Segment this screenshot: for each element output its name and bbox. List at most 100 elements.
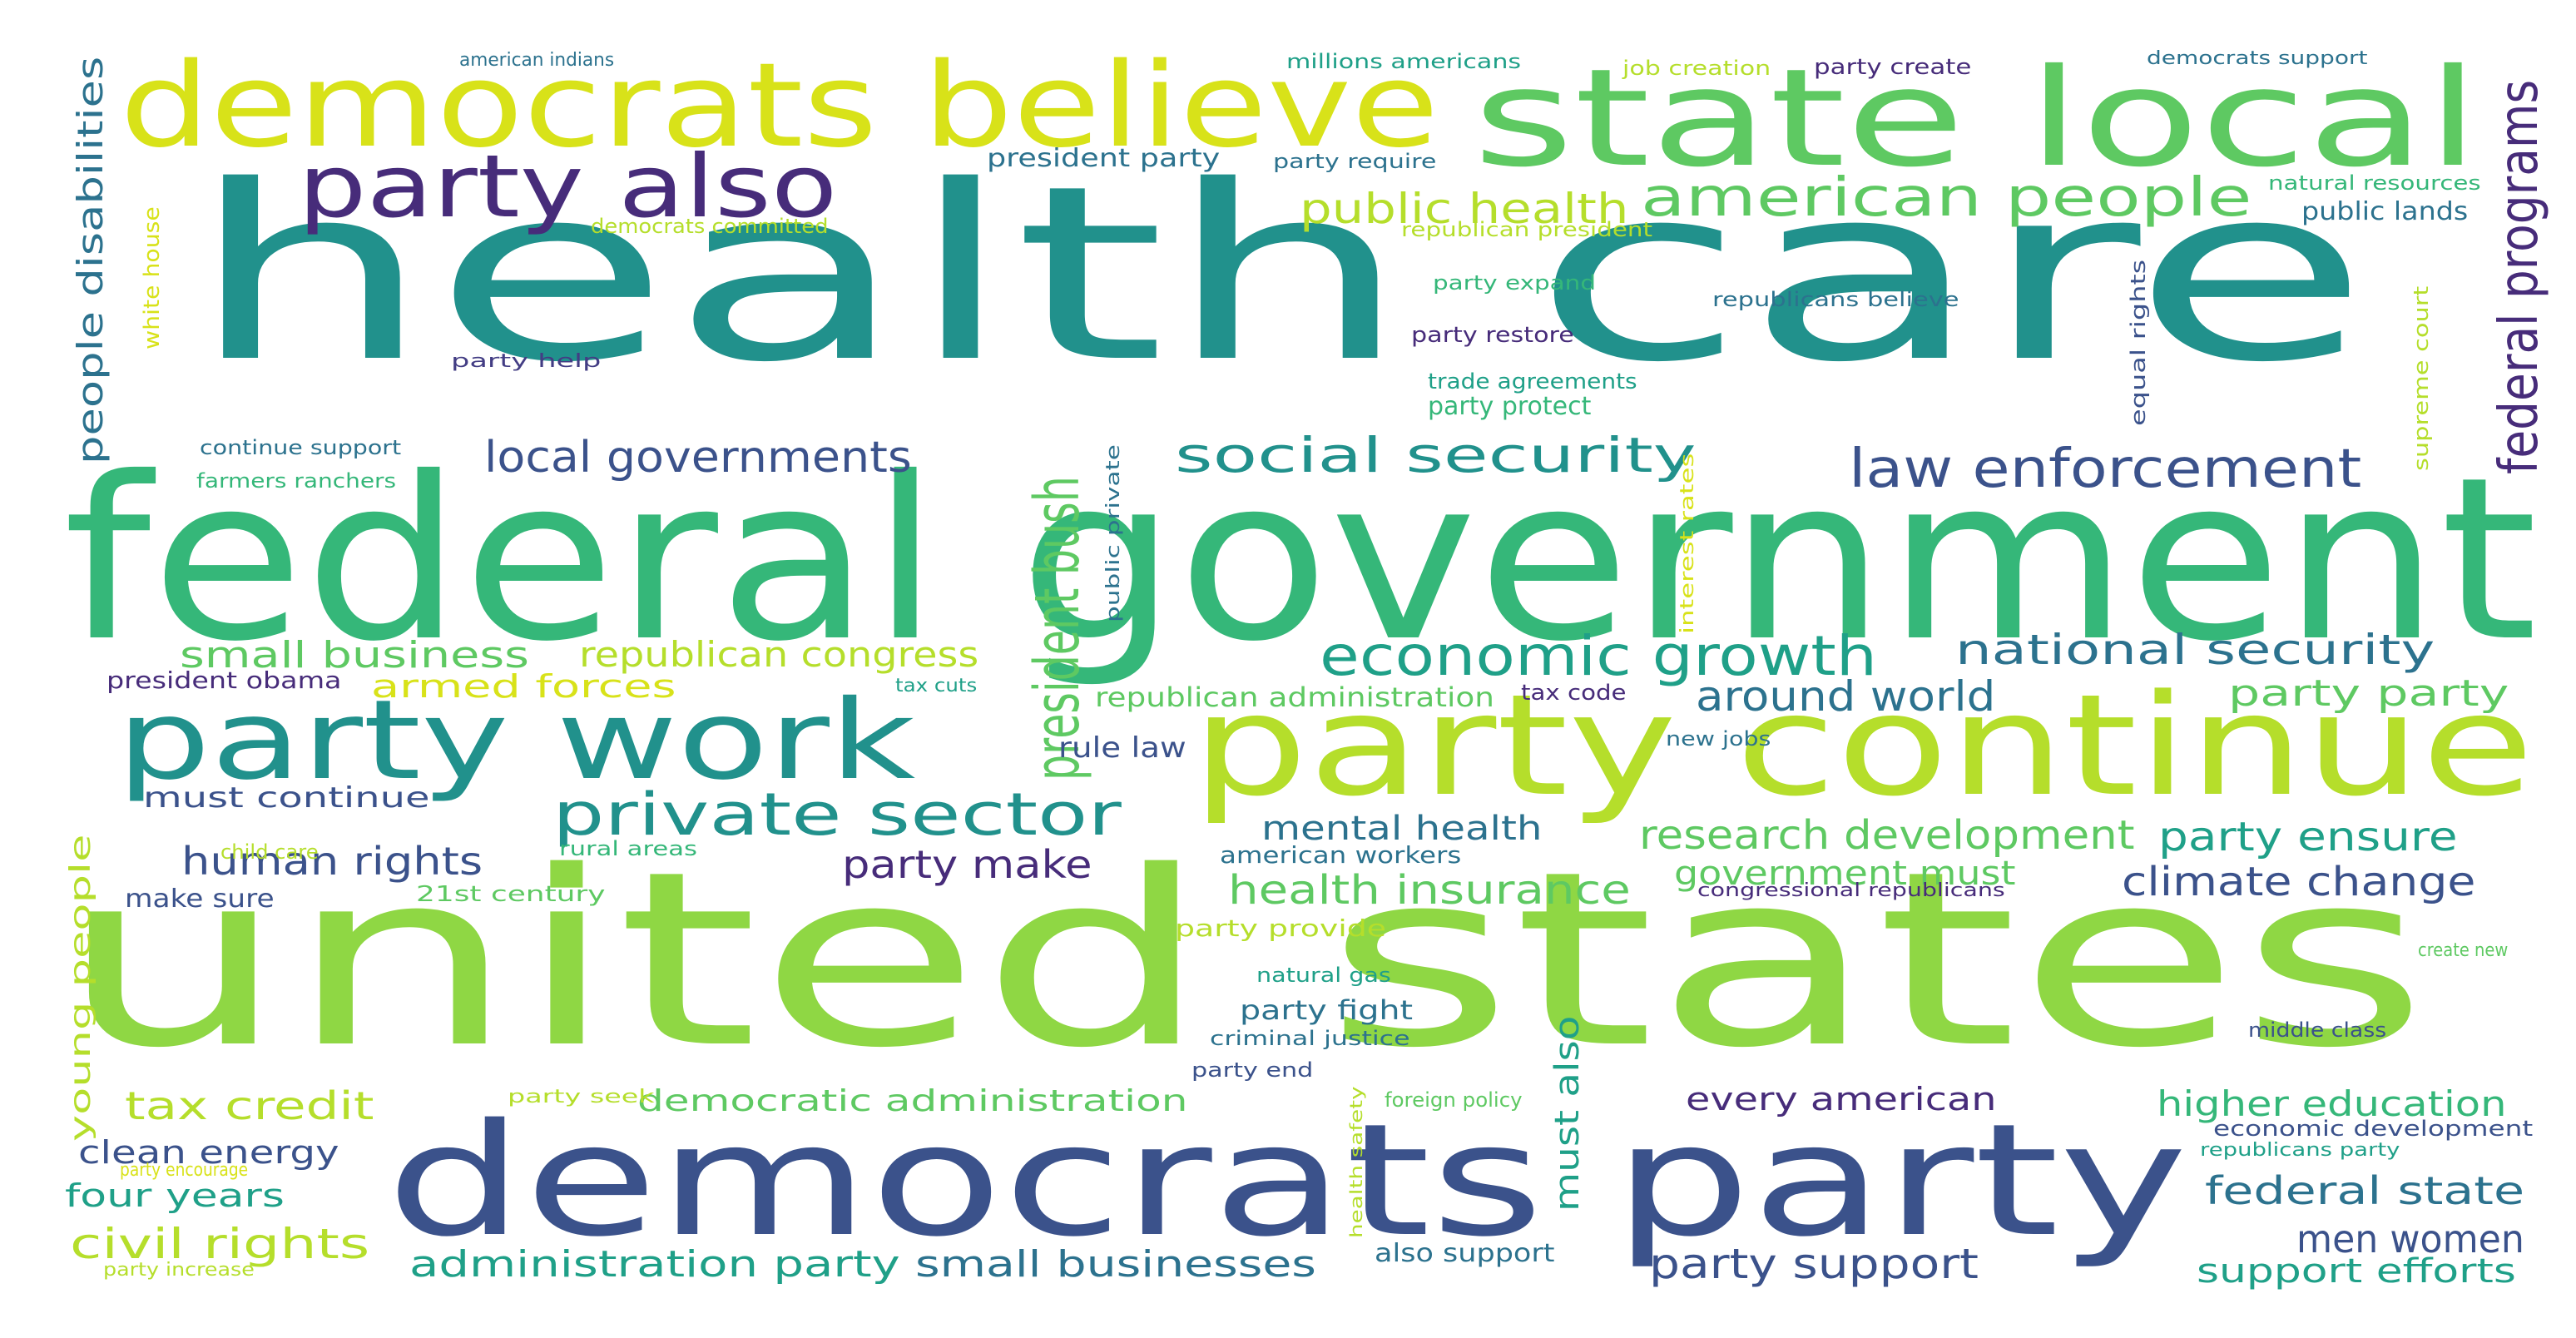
word-democrats-committed: democrats committed: [591, 215, 829, 238]
word-party-party: party party: [2228, 672, 2509, 715]
word-republican-president: republican president: [1401, 218, 1652, 241]
word-state-local: state local: [1473, 41, 2480, 197]
word-party-increase: party increase: [103, 1260, 255, 1281]
word-federal-government: federal government: [63, 429, 2538, 691]
word-people-disabilities: people disabilities: [70, 56, 111, 465]
word-national-security: national security: [1955, 626, 2435, 674]
word-must-continue: must continue: [143, 781, 430, 815]
word-republicans-party: republicans party: [2200, 1140, 2400, 1161]
word-research-development: research development: [1639, 812, 2135, 859]
word-public-private: public private: [1103, 444, 1124, 622]
word-private-sector: private sector: [552, 780, 1122, 849]
word-republicans-believe: republicans believe: [1712, 288, 1959, 311]
word-american-indians: american indians: [459, 50, 615, 71]
word-supreme-court: supreme court: [2410, 285, 2433, 471]
word-party-protect: party protect: [1428, 392, 1592, 421]
word-economic-growth: economic growth: [1320, 624, 1878, 688]
word-party-provide: party provide: [1175, 914, 1387, 942]
word-clean-energy: clean energy: [78, 1134, 339, 1171]
word-equal-rights: equal rights: [2127, 259, 2150, 426]
word-human-rights: human rights: [181, 839, 483, 884]
word-party-create: party create: [1814, 55, 1972, 80]
word-criminal-justice: criminal justice: [1210, 1027, 1410, 1050]
word-health-insurance: health insurance: [1228, 867, 1631, 914]
word-four-years: four years: [65, 1177, 285, 1214]
word-child-care: child care: [220, 840, 319, 864]
word-democrats-support: democrats support: [2147, 48, 2368, 69]
word-create-new: create new: [2418, 940, 2509, 961]
word-party-continue: party continue: [1191, 664, 2534, 827]
word-party-restore: party restore: [1411, 323, 1574, 348]
word-party-fight: party fight: [1240, 994, 1414, 1026]
word-republican-congress: republican congress: [579, 634, 979, 675]
word-civil-rights: civil rights: [70, 1220, 370, 1268]
word-party-require: party require: [1273, 150, 1437, 173]
word-public-health: public health: [1300, 185, 1629, 233]
word-interest-rates: interest rates: [1677, 453, 1698, 634]
word-around-world: around world: [1696, 672, 1996, 721]
word-party-expand: party expand: [1433, 271, 1596, 295]
word-administration-party: administration party: [409, 1243, 900, 1286]
word-middle-class: middle class: [2248, 1018, 2387, 1042]
word-must-also: must also: [1548, 1015, 1587, 1212]
word-natural-resources: natural resources: [2268, 171, 2481, 195]
word-also-support: also support: [1375, 1239, 1555, 1268]
word-party-support: party support: [1649, 1240, 1979, 1288]
word-farmers-ranchers: farmers ranchers: [196, 469, 397, 493]
word-young-people: young people: [64, 834, 97, 1142]
word-small-business: small business: [180, 634, 529, 676]
word-united-states: united states: [58, 820, 2429, 1101]
word-make-sure: make sure: [125, 885, 275, 914]
word-tax-credit: tax credit: [125, 1083, 374, 1128]
word-armed-forces: armed forces: [371, 668, 676, 705]
word-party-ensure: party ensure: [2158, 814, 2458, 860]
word-party-also: party also: [298, 136, 838, 237]
word-democrats-party: democrats party: [386, 1090, 2188, 1271]
word-rural-areas: rural areas: [559, 837, 697, 860]
word-economic-development: economic development: [2213, 1117, 2534, 1142]
word-government-must: government must: [1674, 855, 2016, 893]
word-health-care: health care: [188, 135, 2370, 415]
word-federal-state: federal state: [2205, 1168, 2525, 1213]
word-every-american: every american: [1686, 1081, 1997, 1117]
word-democratic-administration: democratic administration: [637, 1084, 1188, 1118]
word-job-creation: job creation: [1622, 57, 1771, 80]
word-public-lands: public lands: [2301, 197, 2469, 226]
word-21st-century: 21st century: [416, 882, 606, 907]
word-rule-law: rule law: [1058, 731, 1186, 765]
word-party-work: party work: [116, 676, 916, 805]
word-higher-education: higher education: [2157, 1083, 2507, 1124]
word-party-encourage: party encourage: [120, 1160, 249, 1181]
word-new-jobs: new jobs: [1666, 727, 1771, 751]
word-local-governments: local governments: [484, 433, 912, 483]
word-congressional-republicans: congressional republicans: [1697, 880, 2005, 901]
word-tax-code: tax code: [1521, 681, 1627, 706]
word-democrats-believe: democrats believe: [120, 38, 1439, 174]
word-foreign-policy: foreign policy: [1385, 1088, 1523, 1112]
word-american-people: american people: [1641, 167, 2252, 229]
word-social-security: social security: [1175, 427, 1697, 483]
word-climate-change: climate change: [2122, 859, 2476, 905]
word-president-obama: president obama: [107, 667, 342, 694]
word-health-safety: health safety: [1346, 1086, 1366, 1238]
word-continue-support: continue support: [200, 436, 402, 459]
word-men-women: men women: [2296, 1217, 2524, 1261]
word-trade-agreements: trade agreements: [1428, 369, 1637, 394]
word-party-end: party end: [1191, 1058, 1314, 1082]
word-tax-cuts: tax cuts: [895, 676, 978, 696]
word-republican-administration: republican administration: [1095, 681, 1494, 713]
word-natural-gas: natural gas: [1256, 964, 1391, 987]
word-law-enforcement: law enforcement: [1849, 439, 2362, 500]
word-american-workers: american workers: [1220, 841, 1462, 869]
word-party-make: party make: [842, 842, 1092, 887]
word-president-party: president party: [987, 144, 1221, 173]
word-white-house: white house: [140, 206, 165, 349]
word-party-help: party help: [451, 351, 602, 372]
word-support-efforts: support efforts: [2197, 1252, 2516, 1291]
word-mental-health: mental health: [1261, 810, 1543, 848]
word-federal-programs: federal programs: [2489, 79, 2550, 475]
word-millions-americans: millions americans: [1286, 50, 1522, 73]
word-party-seek: party seek: [508, 1087, 655, 1108]
word-small-businesses: small businesses: [915, 1243, 1316, 1286]
